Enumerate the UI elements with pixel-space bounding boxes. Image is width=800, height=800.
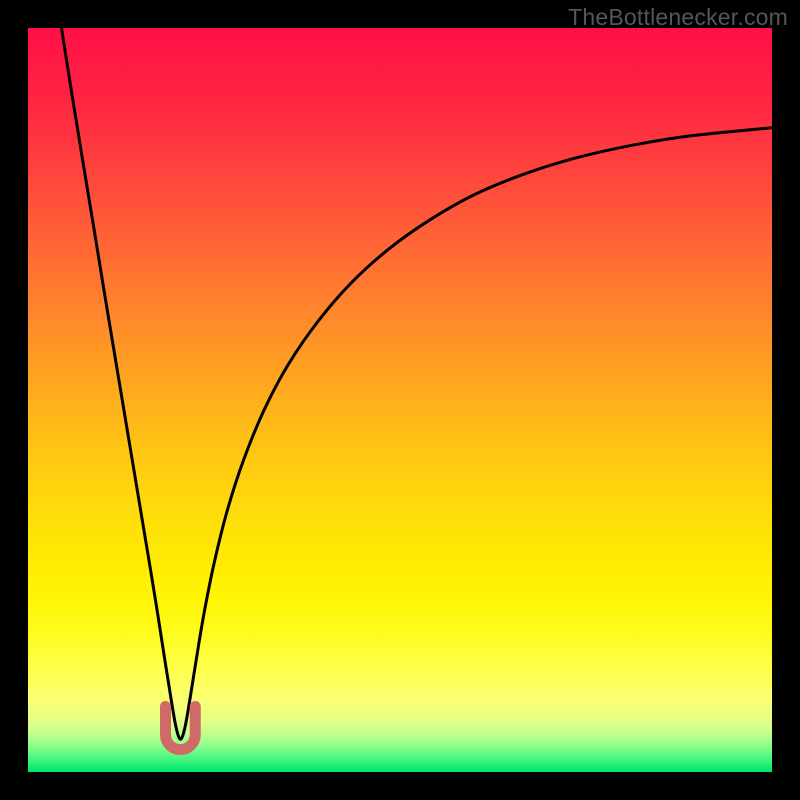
plot-area (28, 28, 772, 772)
optimum-marker (160, 701, 201, 755)
chart-frame: TheBottlenecker.com (0, 0, 800, 800)
bottleneck-curve (28, 28, 772, 772)
watermark-text: TheBottlenecker.com (568, 4, 788, 31)
